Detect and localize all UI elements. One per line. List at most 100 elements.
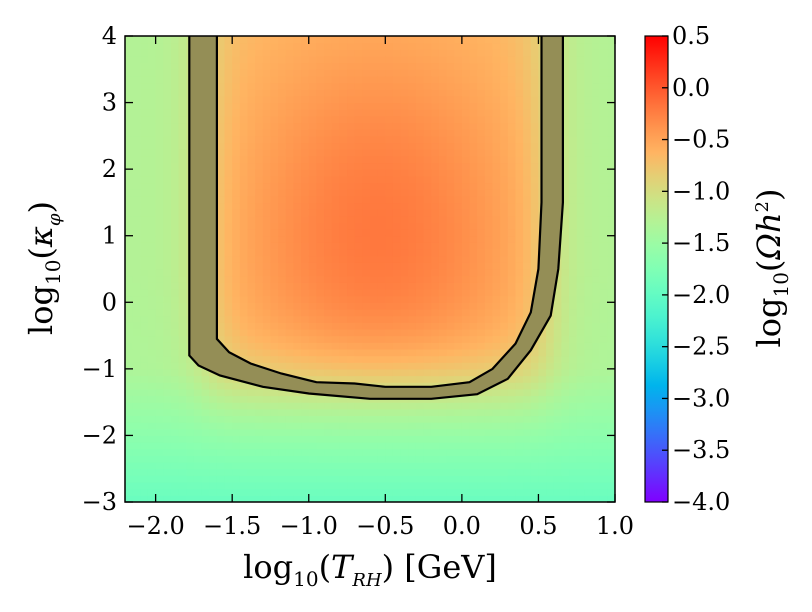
heatmap-cell [607, 242, 615, 250]
heatmap-cell [201, 375, 210, 383]
heatmap-cell [239, 482, 249, 490]
heatmap-cell [607, 322, 615, 330]
heatmap-cell [592, 189, 601, 197]
heatmap-cell [561, 95, 570, 104]
heatmap-cell [147, 328, 157, 337]
heatmap-cell [599, 175, 608, 184]
heatmap-cell [255, 488, 264, 496]
heatmap-cell [147, 242, 157, 250]
heatmap-cell [147, 109, 157, 117]
heatmap-cell [125, 362, 134, 370]
heatmap-cell [224, 395, 233, 403]
x-tick-label: −2.0 [126, 512, 184, 540]
heatmap-cell [546, 342, 555, 350]
heatmap-cell [140, 288, 149, 297]
heatmap-cell [163, 135, 172, 144]
heatmap-cell [607, 42, 615, 50]
heatmap-cell [132, 195, 141, 204]
heatmap-cell [592, 322, 601, 330]
heatmap-cell [599, 482, 608, 490]
heatmap-cell [446, 468, 455, 476]
colorbar-ticks: 0.50.0−0.5−1.0−1.5−2.0−2.5−3.0−3.5−4.0 [662, 22, 730, 516]
heatmap-cell [125, 482, 134, 490]
heatmap-cell [178, 308, 187, 317]
heatmap-cell [392, 468, 402, 476]
heatmap-cell [232, 495, 241, 502]
heatmap-cell [186, 408, 195, 417]
heatmap-cell [599, 42, 608, 50]
heatmap-cell [155, 342, 164, 350]
heatmap-cell [193, 395, 203, 403]
heatmap-cell [163, 122, 172, 130]
heatmap-cell [170, 328, 180, 337]
heatmap-cell [592, 115, 601, 124]
heatmap-cell [178, 482, 187, 490]
heatmap-cell [155, 69, 164, 77]
heatmap-cell [599, 135, 608, 144]
heatmap-cell [561, 149, 570, 157]
heatmap-cell [576, 155, 585, 164]
heatmap-cell [484, 402, 494, 410]
heatmap-cell [163, 75, 172, 84]
heatmap-cell [477, 435, 486, 443]
heatmap-cell [140, 269, 149, 277]
heatmap-cell [607, 488, 615, 496]
heatmap-cell [431, 475, 440, 483]
heatmap-cell [132, 455, 141, 463]
heatmap-cell [147, 235, 157, 243]
heatmap-cell [178, 322, 187, 330]
heatmap-cell [170, 302, 180, 310]
y-tick-label: 3 [102, 89, 117, 117]
heatmap-cell [569, 69, 578, 77]
heatmap-cell [132, 435, 141, 443]
heatmap-cell [270, 475, 279, 483]
heatmap-cell [569, 322, 578, 330]
heatmap-cell [477, 448, 486, 456]
heatmap-cell [339, 475, 348, 483]
heatmap-cell [132, 82, 141, 90]
heatmap-cell [530, 375, 540, 383]
heatmap-cell [125, 135, 134, 144]
heatmap-cell [599, 109, 608, 117]
heatmap-cell [492, 455, 501, 463]
heatmap-cell [592, 388, 601, 397]
heatmap-cell [607, 262, 615, 270]
heatmap-cell [576, 235, 585, 243]
heatmap-cell [278, 402, 287, 410]
heatmap-cell [232, 382, 241, 390]
heatmap-cell [408, 402, 417, 410]
heatmap-cell [599, 82, 608, 90]
heatmap-cell [553, 428, 563, 437]
heatmap-cell [454, 435, 463, 443]
heatmap-cell [186, 422, 195, 430]
heatmap-cell [523, 448, 532, 456]
heatmap-cell [569, 222, 578, 230]
heatmap-cell [155, 368, 164, 377]
heatmap-cell [301, 495, 310, 502]
heatmap-cell [125, 195, 134, 204]
heatmap-cell [538, 488, 547, 496]
heatmap-cell [561, 42, 570, 50]
heatmap-cell [569, 442, 578, 450]
heatmap-cell [500, 402, 509, 410]
heatmap-cell [370, 422, 379, 430]
heatmap-cell [423, 422, 432, 430]
heatmap-cell [362, 462, 371, 470]
heatmap-cell [354, 428, 363, 437]
heatmap-cell [362, 488, 371, 496]
heatmap-cell [523, 395, 532, 403]
heatmap-cell [278, 408, 287, 417]
heatmap-cell [492, 402, 501, 410]
heatmap-cell [500, 442, 509, 450]
heatmap-cell [607, 249, 615, 257]
heatmap-cell [140, 215, 149, 223]
heatmap-cell [599, 402, 608, 410]
heatmap-cell [515, 422, 524, 430]
y-tick-label: 1 [102, 222, 117, 250]
heatmap-cell [308, 408, 318, 417]
heatmap-cell [247, 462, 256, 470]
heatmap-cell [546, 422, 555, 430]
heatmap-cell [316, 435, 325, 443]
heatmap-cell [461, 448, 471, 456]
heatmap-cell [140, 362, 149, 370]
